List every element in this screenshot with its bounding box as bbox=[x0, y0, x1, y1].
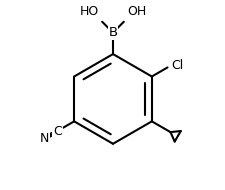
Text: OH: OH bbox=[127, 5, 146, 18]
Text: B: B bbox=[108, 26, 117, 39]
Text: Cl: Cl bbox=[171, 59, 183, 72]
Text: HO: HO bbox=[79, 5, 98, 18]
Text: C: C bbox=[53, 125, 61, 138]
Text: N: N bbox=[39, 132, 49, 145]
